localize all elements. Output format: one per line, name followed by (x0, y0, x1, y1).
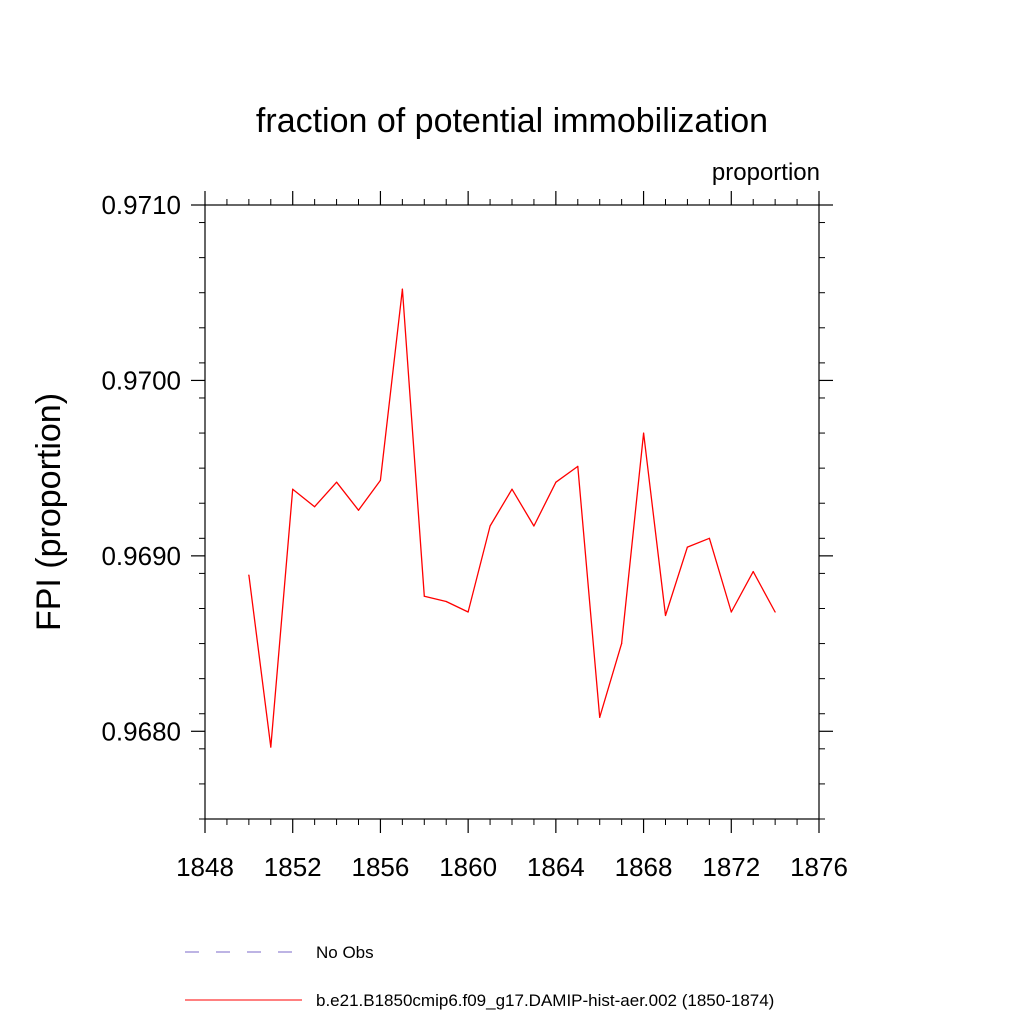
x-tick-label: 1872 (702, 852, 760, 882)
data-point (577, 465, 579, 467)
data-point (511, 488, 513, 490)
data-point (489, 525, 491, 527)
data-point (774, 611, 776, 613)
data-point (599, 716, 601, 718)
x-tick-label: 1876 (790, 852, 848, 882)
legend-label: b.e21.B1850cmip6.f09_g17.DAMIP-hist-aer.… (316, 991, 774, 1010)
x-tick-label: 1868 (615, 852, 673, 882)
data-point (642, 432, 645, 434)
data-point (533, 525, 535, 527)
data-point (555, 481, 557, 483)
data-point (292, 488, 294, 490)
y-tick-label: 0.9680 (101, 716, 181, 746)
y-tick-label: 0.9690 (101, 541, 181, 571)
y-axis-label: FPI (proportion) (30, 393, 68, 631)
data-point (621, 642, 623, 645)
x-tick-label: 1864 (527, 852, 585, 882)
axis-ticks: 1848 1852 1856 1860 1864 1868 1872 1876 0.9680 0.… (101, 190, 847, 882)
data-point (335, 481, 338, 483)
data-point (708, 537, 710, 539)
series-line (248, 288, 776, 748)
data-point (730, 611, 732, 613)
data-point (423, 595, 425, 597)
series-layer (248, 288, 776, 748)
units-label: proportion (712, 159, 820, 186)
plot-frame (204, 204, 820, 820)
data-point (401, 288, 403, 290)
data-point (467, 611, 469, 613)
chart-title: fraction of potential immobilization (256, 102, 768, 140)
data-point (314, 506, 316, 508)
data-point (445, 600, 447, 603)
data-point (752, 571, 754, 573)
legend: No Obs b.e21.B1850cmip6.f09_g17.DAMIP-his… (185, 943, 774, 1010)
data-point (379, 479, 382, 482)
data-point (357, 509, 360, 511)
x-tick-label: 1856 (352, 852, 410, 882)
x-tick-label: 1852 (264, 852, 322, 882)
x-tick-label: 1860 (439, 852, 497, 882)
data-point (664, 614, 667, 617)
y-tick-label: 0.9700 (101, 365, 181, 395)
y-tick-label: 0.9710 (101, 190, 181, 220)
data-point (248, 574, 250, 576)
x-tick-label: 1848 (176, 852, 234, 882)
data-point (686, 546, 689, 548)
data-point (270, 746, 272, 748)
legend-label: No Obs (316, 943, 374, 962)
